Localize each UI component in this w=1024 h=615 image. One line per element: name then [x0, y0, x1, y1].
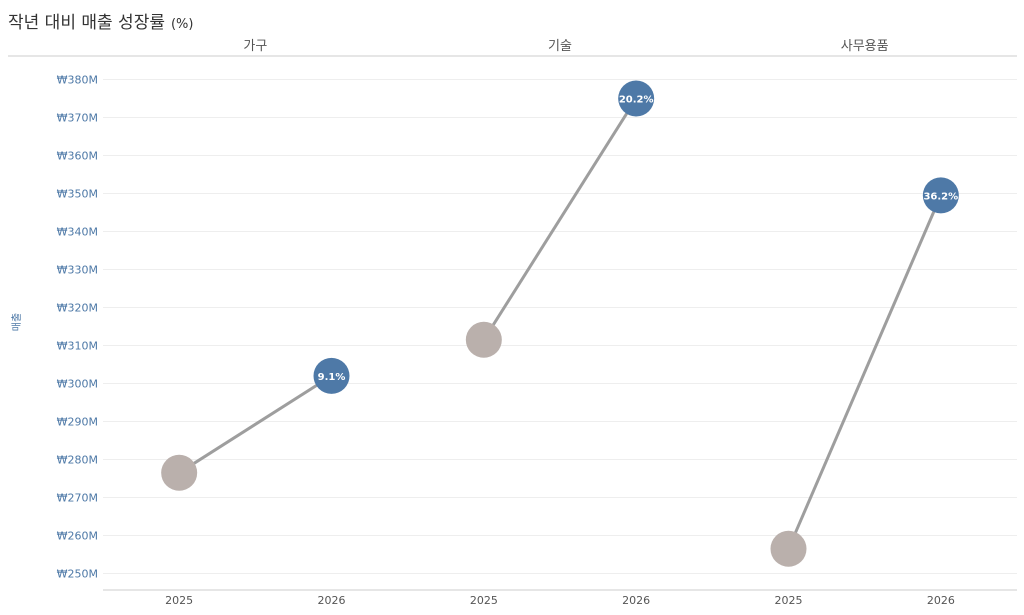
x-tick-label: 2026: [622, 594, 650, 607]
y-tick-label: ₩270M: [57, 492, 98, 505]
prev-year-point: [465, 321, 502, 358]
y-tick-label: ₩320M: [57, 302, 98, 315]
curr-year-point: [618, 80, 655, 117]
y-tick-label: ₩370M: [57, 112, 98, 125]
y-tick-label: ₩280M: [57, 454, 98, 467]
connector-line: [178, 374, 333, 475]
x-tick-label: 2025: [165, 594, 193, 607]
panel-header-label: 기술: [548, 39, 572, 54]
y-tick-label: ₩380M: [57, 74, 98, 87]
y-tick-label: ₩340M: [57, 226, 98, 239]
y-tick-label: ₩260M: [57, 530, 98, 543]
y-tick-label: ₩300M: [57, 378, 98, 391]
y-tick-label: ₩350M: [57, 188, 98, 201]
y-axis-title: 매출: [11, 313, 23, 331]
prev-year-point: [161, 454, 198, 491]
x-tick-label: 2026: [927, 594, 955, 607]
curr-year-point: [313, 357, 350, 394]
y-tick-label: ₩360M: [57, 150, 98, 163]
x-tick-label: 2025: [470, 594, 498, 607]
y-tick-label: ₩290M: [57, 416, 98, 429]
connector-line: [482, 97, 638, 341]
chart-title-suffix: (%): [170, 17, 194, 32]
y-tick-label: ₩250M: [57, 568, 98, 581]
chart-title: 작년 대비 매출 성장률 (%): [8, 8, 193, 33]
chart-title-text: 작년 대비 매출 성장률: [8, 13, 165, 33]
connector-line: [787, 194, 943, 550]
x-tick-label: 2026: [318, 594, 346, 607]
y-tick-label: ₩310M: [57, 340, 98, 353]
curr-year-point: [922, 177, 959, 214]
growth-data-label: 20.2%: [619, 95, 654, 106]
prev-year-point: [770, 530, 807, 567]
panel-header-label: 가구: [243, 39, 267, 54]
panel-header-label: 사무용품: [841, 39, 889, 54]
x-tick-label: 2025: [775, 594, 803, 607]
growth-data-label: 36.2%: [923, 191, 958, 202]
growth-data-label: 9.1%: [318, 372, 346, 383]
y-tick-label: ₩330M: [57, 264, 98, 277]
